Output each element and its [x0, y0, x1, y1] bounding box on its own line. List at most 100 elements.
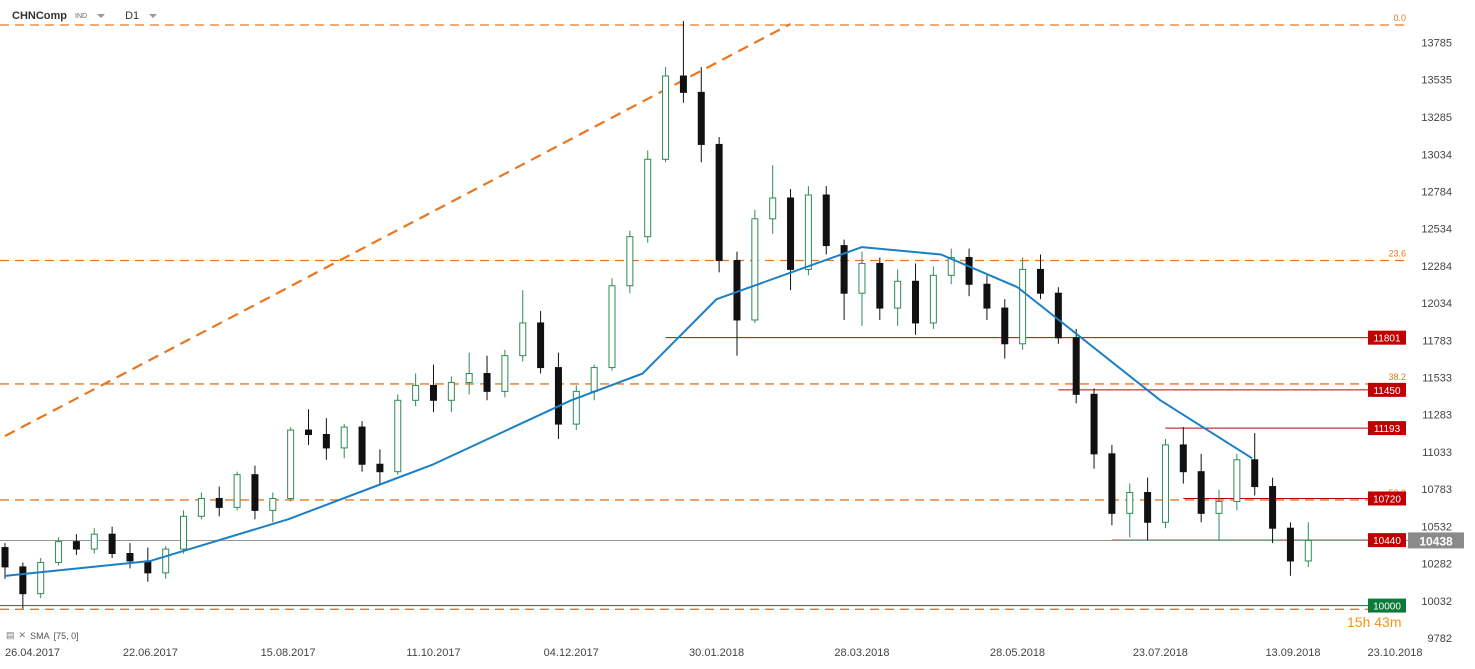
candle-body: [804, 194, 812, 270]
candle-body: [929, 274, 937, 324]
candle-body: [501, 355, 509, 392]
candle-body: [947, 256, 955, 276]
candle-body: [37, 561, 45, 595]
x-tick-label: 23.10.2018: [1367, 647, 1422, 659]
y-tick-label: 12784: [1421, 186, 1452, 198]
candle-body: [1269, 486, 1277, 529]
x-tick-label: 04.12.2017: [544, 647, 599, 659]
candle-body: [90, 533, 98, 550]
candle-body: [983, 283, 991, 309]
y-tick-label: 11533: [1422, 373, 1452, 385]
candle-body: [965, 256, 973, 285]
y-tick-label: 13034: [1421, 149, 1452, 161]
y-tick-label: 10032: [1421, 596, 1452, 608]
candle-body: [19, 566, 27, 595]
candle-body: [626, 236, 634, 287]
candle-body: [1197, 471, 1205, 514]
candle-body: [554, 367, 562, 425]
axes: 13785 13535 13285 13034 12784 12534 12284 12034…: [5, 38, 1452, 659]
candle-body: [715, 143, 723, 261]
y-tick-label: 11283: [1422, 410, 1452, 422]
x-tick-label: 26.04.2017: [5, 647, 60, 659]
x-tick-label: 23.07.2018: [1133, 647, 1188, 659]
candle-body: [162, 548, 170, 574]
indicator-name: SMA: [30, 630, 50, 641]
timeframe-dropdown-icon[interactable]: [149, 14, 158, 18]
candles: [1, 20, 1312, 609]
support-tag-label: 10000: [1373, 602, 1401, 613]
candle-body: [787, 197, 795, 270]
y-tick-label: 12034: [1421, 298, 1452, 310]
candle-body: [876, 262, 884, 309]
candle-body: [215, 497, 223, 508]
candle-body: [1, 547, 9, 568]
candle-body: [1126, 492, 1134, 514]
candle-body: [180, 515, 188, 550]
y-tick-label: 11033: [1422, 447, 1452, 459]
x-tick-label: 13.09.2018: [1265, 647, 1320, 659]
candle-body: [912, 280, 920, 324]
sma-line: [4, 246, 1253, 577]
symbol-name[interactable]: CHNComp: [12, 10, 67, 22]
candle-body: [1286, 527, 1294, 562]
timeframe-selector[interactable]: D1: [125, 10, 140, 22]
candle-countdown: 15h 43m: [1347, 614, 1402, 630]
candle-body: [1001, 307, 1009, 345]
horizontal-levels[interactable]: [0, 337, 1408, 607]
candle-body: [1233, 459, 1241, 502]
candle-body: [465, 373, 473, 383]
candle-body: [126, 553, 134, 562]
candle-body: [608, 285, 616, 369]
settings-icon[interactable]: ▤: [6, 630, 15, 640]
chart-toolbar: CHNComp IND D1: [12, 10, 158, 22]
y-tick-label: 13535: [1421, 75, 1452, 87]
fib-label: 38.2: [1388, 372, 1406, 382]
candle-body: [197, 497, 205, 517]
y-tick-label: 12284: [1421, 261, 1452, 273]
fib-label: 0.0: [1393, 13, 1406, 23]
level-tag: [1368, 421, 1406, 436]
level-tag: [1368, 382, 1406, 397]
candle-body: [305, 429, 313, 436]
y-tick-label: 11783: [1422, 335, 1452, 347]
candle-body: [1019, 268, 1027, 345]
candle-body: [769, 197, 777, 220]
candle-body: [412, 384, 420, 401]
candle-body: [1179, 444, 1187, 473]
candle-body: [144, 560, 152, 574]
candle-body: [662, 75, 670, 160]
fib-label: 23.6: [1388, 248, 1406, 258]
indicator-label: ▤ ✕ SMA [75, 0]: [6, 630, 79, 641]
candle-body: [1161, 444, 1169, 523]
sma-polyline: [4, 246, 1253, 577]
close-icon[interactable]: ✕: [18, 630, 27, 640]
current-price-tag: [1408, 532, 1464, 549]
y-tick-label: 9782: [1428, 633, 1452, 645]
candle-body: [590, 367, 598, 392]
candle-body: [1054, 292, 1062, 339]
candle-body: [572, 390, 580, 425]
candle-body: [483, 373, 491, 392]
candle-body: [55, 541, 63, 563]
candle-body: [644, 158, 652, 238]
y-tick-label: 10783: [1421, 484, 1452, 496]
x-tick-label: 28.03.2018: [834, 647, 889, 659]
trendline[interactable]: [4, 22, 792, 437]
level-tag-label: 11450: [1373, 386, 1401, 397]
candle-body: [358, 426, 366, 465]
candle-body: [322, 434, 330, 449]
candle-body: [1108, 453, 1116, 514]
candle-body: [519, 322, 527, 357]
trendline-segment: [4, 22, 792, 437]
x-tick-label: 15.08.2017: [261, 647, 316, 659]
candle-body: [537, 322, 545, 369]
symbol-dropdown-icon[interactable]: [97, 14, 106, 18]
x-tick-label: 11.10.2017: [406, 647, 460, 659]
level-tag-label: 10440: [1373, 536, 1401, 547]
y-tick-label: 13785: [1421, 38, 1452, 50]
candle-body: [376, 463, 384, 473]
candle-body: [1251, 459, 1259, 488]
candle-body: [447, 381, 455, 401]
level-tag-label: 10720: [1373, 494, 1401, 505]
